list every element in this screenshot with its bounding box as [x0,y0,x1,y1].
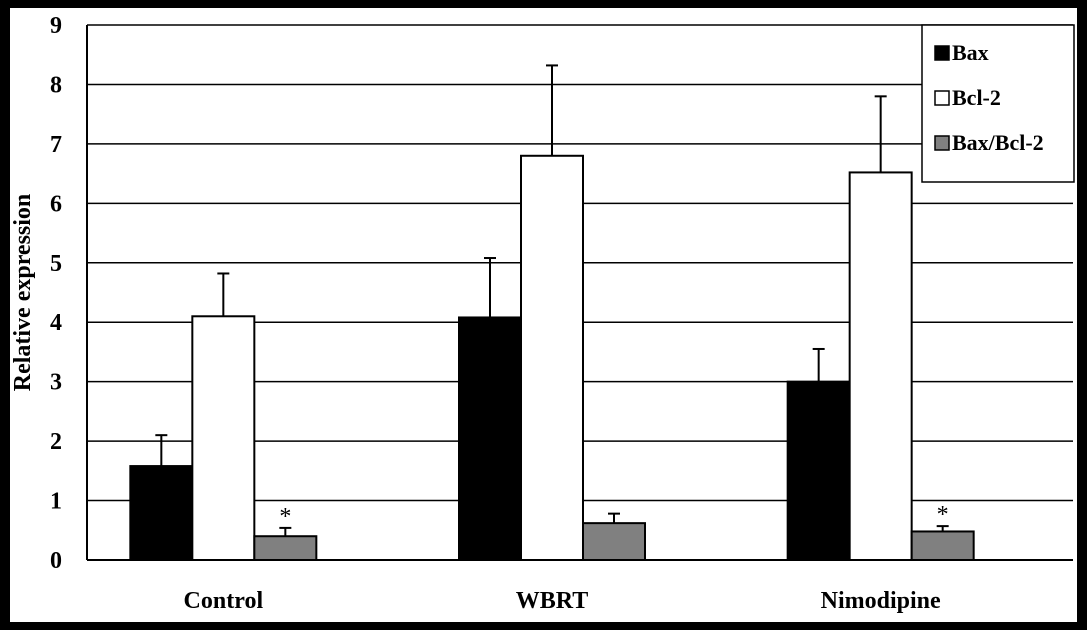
bar-bax-nimodipine [786,380,851,561]
x-tick-label: WBRT [516,588,589,614]
error-bars [155,64,949,537]
x-tick-label: Nimodipine [821,588,941,614]
legend-swatch [934,90,950,106]
y-tick-label: 6 [50,191,62,217]
y-tick-label: 4 [50,310,62,336]
bar-bcl-2-nimodipine [848,171,913,562]
legend-label: Bax/Bcl-2 [952,130,1044,155]
significance-marker: * [937,502,949,528]
y-tick-label: 5 [50,251,62,277]
y-tick-label: 8 [50,72,62,98]
bar-bcl-2-wbrt [520,154,584,561]
legend-swatch [934,135,950,151]
bar-bax-bcl-2-nimodipine [910,530,975,562]
bar-bcl-2-control [191,315,256,561]
annotations: * * [279,502,948,530]
bar-bax-bcl-2-control [253,535,318,562]
y-axis-label: Relative expression [10,194,36,392]
legend-label: Bax [952,40,989,65]
bar-bax-wbrt [458,316,522,562]
y-tick-label: 3 [50,370,62,396]
bars [129,154,975,562]
x-tick-label: Control [184,588,264,614]
y-tick-label: 9 [50,13,62,39]
y-tick-label: 7 [50,132,62,158]
legend: Bax Bcl-2 Bax/Bcl-2 [921,24,1075,183]
y-tick-labels: 0 1 2 3 4 5 6 7 8 9 [50,13,62,574]
bar-bax-bcl-2-wbrt [582,522,646,562]
y-tick-label: 2 [50,429,62,455]
y-tick-label: 0 [50,548,62,574]
legend-label: Bcl-2 [952,85,1001,110]
significance-marker: * [279,504,291,530]
bar-bax-control [129,465,194,562]
y-tick-label: 1 [50,489,62,515]
legend-swatch [934,45,950,61]
x-tick-labels: Control WBRT Nimodipine [184,588,941,614]
